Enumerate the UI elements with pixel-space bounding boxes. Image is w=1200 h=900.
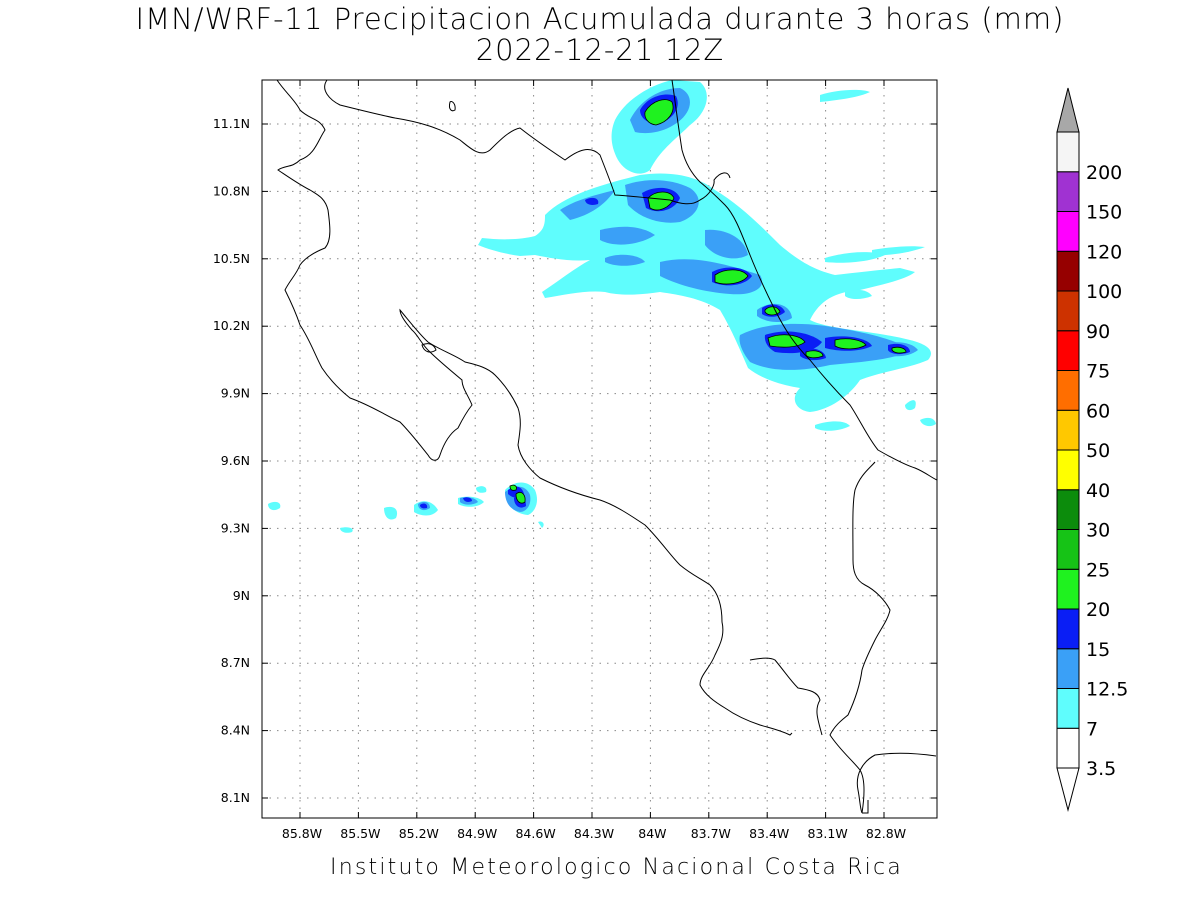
colorbar-swatch bbox=[1056, 648, 1080, 689]
precipitation-field bbox=[268, 80, 936, 533]
grid-lines bbox=[262, 80, 937, 818]
colorbar-swatch bbox=[1056, 211, 1080, 252]
colorbar-swatch bbox=[1056, 171, 1080, 212]
lon-label: 83.7W bbox=[691, 826, 731, 841]
colorbar-label: 150 bbox=[1086, 202, 1122, 224]
colorbar-swatch bbox=[1056, 290, 1080, 332]
map-subtitle: 2022-12-21 12Z bbox=[475, 33, 725, 67]
colorbar-label: 60 bbox=[1086, 400, 1110, 422]
colorbar-label: 200 bbox=[1086, 162, 1122, 184]
colorbar-label: 120 bbox=[1086, 241, 1122, 263]
lat-label: 9N bbox=[233, 588, 250, 603]
bocas-coast bbox=[856, 752, 937, 814]
colorbar-label: 75 bbox=[1086, 361, 1110, 383]
lat-label: 9.6N bbox=[221, 453, 250, 468]
coastlines bbox=[276, 79, 938, 814]
colorbar-swatch bbox=[1056, 409, 1080, 451]
colorbar-label: 15 bbox=[1086, 639, 1110, 661]
colorbar-label: 30 bbox=[1086, 520, 1110, 542]
lat-label: 10.5N bbox=[213, 251, 250, 266]
lake-nicaragua-shore bbox=[449, 101, 456, 112]
colorbar-swatch bbox=[1056, 131, 1080, 173]
lon-label: 85.8W bbox=[282, 826, 322, 841]
caribbean-coast bbox=[671, 79, 938, 481]
colorbar-swatch bbox=[1056, 370, 1080, 411]
lat-label: 8.7N bbox=[221, 655, 250, 670]
colorbar-label: 7 bbox=[1086, 718, 1098, 740]
panama-border bbox=[829, 461, 891, 814]
lon-label: 85.2W bbox=[399, 826, 439, 841]
nicoya-gulf-island bbox=[421, 343, 437, 353]
lat-label: 10.2N bbox=[213, 318, 250, 333]
latitude-labels: 11.1N 10.8N 10.5N 10.2N 9.9N 9.6N 9.3N 9N 8.7N 8.… bbox=[213, 116, 250, 805]
lat-label: 11.1N bbox=[213, 116, 250, 131]
colorbar-swatch bbox=[1056, 330, 1080, 371]
colorbar-label: 100 bbox=[1086, 281, 1122, 303]
lon-label: 84.9W bbox=[457, 826, 497, 841]
colorbar-label: 40 bbox=[1086, 480, 1110, 502]
colorbar-label: 20 bbox=[1086, 599, 1110, 621]
colorbar-swatch bbox=[1056, 449, 1080, 491]
colorbar-label: 12.5 bbox=[1086, 679, 1128, 701]
colorbar-label: 25 bbox=[1086, 559, 1110, 581]
axis-ticks bbox=[262, 80, 937, 818]
map-panel: 85.8W 85.5W 85.2W 84.9W 84.6W 84.3W 84W 83.7W 83… bbox=[213, 79, 938, 841]
lat-label: 9.9N bbox=[221, 386, 250, 401]
colorbar: 3.5 7 12.5 15 20 25 30 40 50 60 75 90 100 120 150 200 bbox=[1056, 87, 1128, 812]
lon-label: 83.4W bbox=[749, 826, 789, 841]
colorbar-swatch bbox=[1056, 727, 1080, 769]
lat-label: 8.4N bbox=[221, 723, 250, 738]
lon-label: 85.5W bbox=[340, 826, 380, 841]
lon-label: 84.6W bbox=[515, 826, 555, 841]
colorbar-label: 3.5 bbox=[1086, 758, 1116, 780]
lat-label: 8.1N bbox=[221, 790, 250, 805]
colorbar-swatch bbox=[1056, 608, 1080, 650]
map-title: IMN/WRF-11 Precipitacion Acumulada duran… bbox=[135, 2, 1065, 36]
lon-label: 82.8W bbox=[866, 826, 906, 841]
colorbar-swatch bbox=[1056, 688, 1080, 729]
colorbar-swatch bbox=[1056, 489, 1080, 530]
lat-label: 10.8N bbox=[213, 183, 250, 198]
burica-peninsula bbox=[749, 657, 823, 736]
pacific-coast-north bbox=[276, 79, 793, 736]
colorbar-swatch bbox=[1056, 250, 1080, 292]
colorbar-top-cap bbox=[1056, 87, 1080, 133]
nicaragua-border bbox=[324, 79, 731, 205]
lat-label: 9.3N bbox=[221, 520, 250, 535]
lon-label: 84.3W bbox=[574, 826, 614, 841]
colorbar-swatch bbox=[1056, 529, 1080, 570]
map-frame bbox=[261, 79, 938, 819]
lon-label: 84W bbox=[638, 826, 666, 841]
institution-footer: Instituto Meteorologico Nacional Costa R… bbox=[330, 855, 903, 880]
colorbar-label: 50 bbox=[1086, 440, 1110, 462]
colorbar-bottom-cap bbox=[1056, 767, 1080, 812]
colorbar-label: 90 bbox=[1086, 321, 1110, 343]
lon-label: 83.1W bbox=[807, 826, 847, 841]
longitude-labels: 85.8W 85.5W 85.2W 84.9W 84.6W 84.3W 84W 83.7W 83… bbox=[282, 826, 906, 841]
colorbar-swatch bbox=[1056, 568, 1080, 610]
